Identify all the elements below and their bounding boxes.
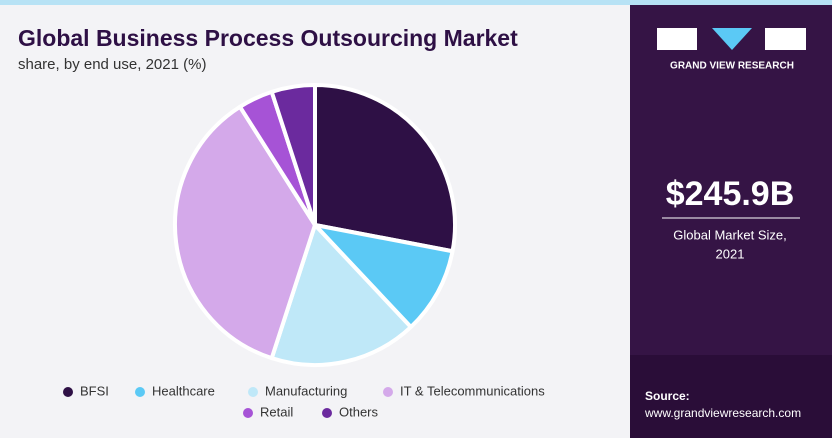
sidebar-footer <box>630 355 832 438</box>
top-strip <box>0 0 832 5</box>
logo-triangle <box>712 28 752 50</box>
source-url: www.grandviewresearch.com <box>644 406 801 420</box>
pie-slice <box>173 104 317 361</box>
legend-label: Retail <box>260 404 293 419</box>
legend-label: Manufacturing <box>265 383 347 398</box>
logo <box>657 28 806 50</box>
pie-slice <box>269 223 413 367</box>
legend-label: Healthcare <box>152 383 215 398</box>
logo-block <box>657 28 697 50</box>
legend-swatch <box>383 387 393 397</box>
legend-label: BFSI <box>80 383 109 398</box>
legend-swatch <box>322 408 332 418</box>
market-size: $245.9B <box>666 175 795 213</box>
market-label: Global Market Size, <box>673 227 786 242</box>
legend-label: Others <box>339 404 379 419</box>
pie-slice <box>269 83 317 227</box>
market-label: 2021 <box>716 246 745 261</box>
logo-block <box>765 28 806 50</box>
legend-swatch <box>243 408 253 418</box>
chart-title: Global Business Process Outsourcing Mark… <box>18 25 518 51</box>
legend-swatch <box>248 387 258 397</box>
legend-swatch <box>135 387 145 397</box>
legend-label: IT & Telecommunications <box>400 383 545 398</box>
chart-subtitle: share, by end use, 2021 (%) <box>18 56 206 73</box>
source-label: Source: <box>645 389 690 403</box>
legend-swatch <box>63 387 73 397</box>
brand: GRAND VIEW RESEARCH <box>670 61 794 72</box>
pie-slice <box>313 83 457 254</box>
